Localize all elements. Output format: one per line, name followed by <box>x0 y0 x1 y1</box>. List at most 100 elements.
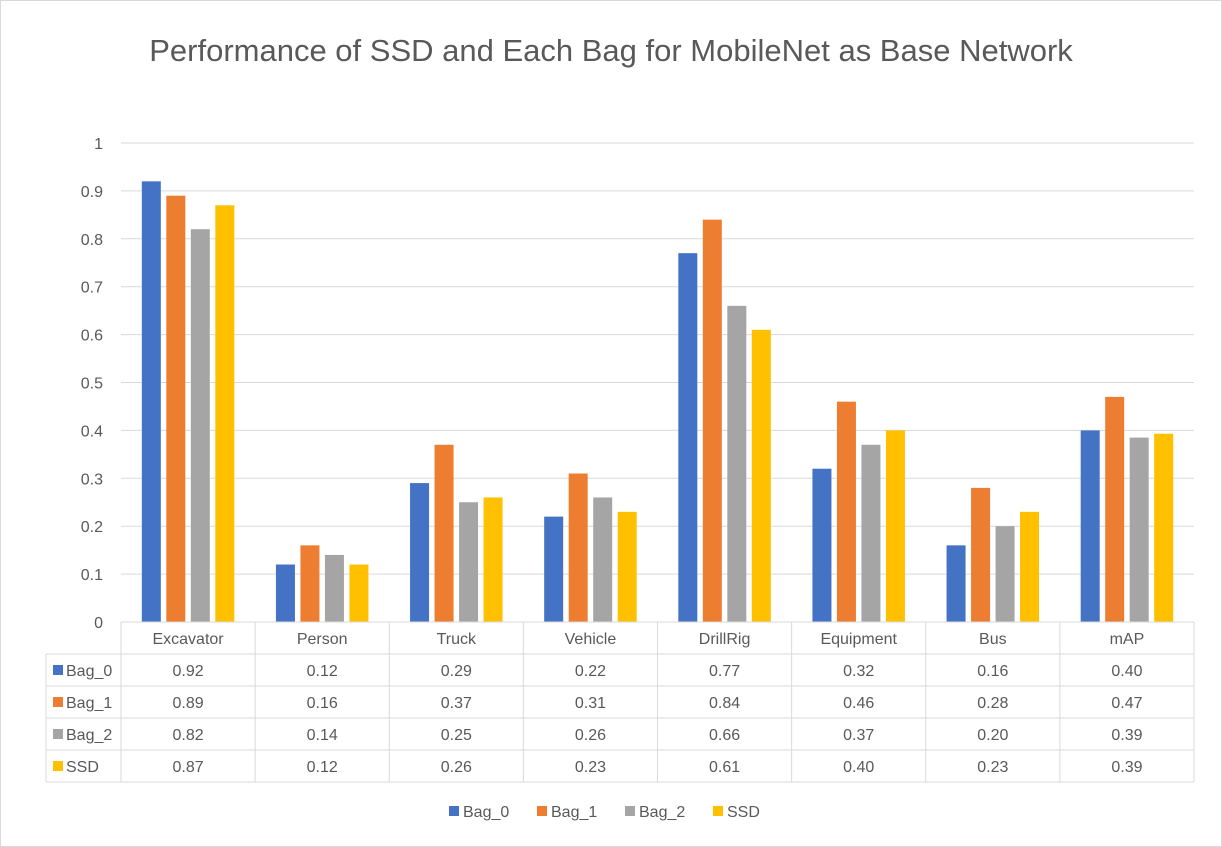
bar-bag-1 <box>166 195 186 622</box>
y-tick-label: 0.8 <box>81 232 103 249</box>
legend-label: SSD <box>727 804 760 821</box>
bar-bag-2 <box>995 526 1015 622</box>
bar-bag-0 <box>946 545 966 622</box>
bar-bag-0 <box>678 253 698 623</box>
table-cell: 0.20 <box>977 727 1008 744</box>
table-legend-key <box>53 729 63 739</box>
table-cell: 0.26 <box>441 759 472 776</box>
chart-title: Performance of SSD and Each Bag for Mobi… <box>0 28 1222 74</box>
y-tick-label: 1 <box>94 136 103 153</box>
category-label: DrillRig <box>699 631 751 648</box>
bar-bag-0 <box>544 516 564 622</box>
bar-bag-2 <box>593 497 613 622</box>
bar-ssd <box>885 430 905 622</box>
category-label: Truck <box>437 631 477 648</box>
table-cell: 0.12 <box>307 759 338 776</box>
gridlines <box>121 142 1194 575</box>
table-cell: 0.16 <box>307 695 338 712</box>
table-cell: 0.82 <box>172 727 203 744</box>
bar-bag-2 <box>459 502 479 622</box>
bar-ssd <box>1020 511 1040 622</box>
table-cell: 0.37 <box>843 727 874 744</box>
table-cell: 0.89 <box>172 695 203 712</box>
category-label: mAP <box>1110 631 1145 648</box>
legend-key <box>449 806 459 816</box>
table-cell: 0.39 <box>1111 727 1142 744</box>
bar-bag-0 <box>812 468 832 622</box>
bar-bag-1 <box>836 401 856 622</box>
table-cell: 0.12 <box>307 663 338 680</box>
table-cell: 0.14 <box>307 727 338 744</box>
table-legend-key <box>53 697 63 707</box>
table-cell: 0.61 <box>709 759 740 776</box>
category-label: Equipment <box>820 631 897 648</box>
table-series-label: Bag_2 <box>66 727 112 744</box>
table-cell: 0.23 <box>977 759 1008 776</box>
bar-ssd <box>751 329 771 622</box>
bar-bag-2 <box>861 444 881 622</box>
legend-key <box>537 806 547 816</box>
table-cell: 0.39 <box>1111 759 1142 776</box>
table-cell: 0.47 <box>1111 695 1142 712</box>
bar-bag-2 <box>727 305 747 622</box>
y-tick-label: 0.4 <box>81 423 103 440</box>
table-series-label: SSD <box>66 759 99 776</box>
bar-ssd <box>617 511 637 622</box>
bar-bag-0 <box>275 564 295 622</box>
y-tick-label: 0 <box>94 615 103 632</box>
legend-label: Bag_2 <box>639 804 685 821</box>
bar-bag-1 <box>702 219 722 622</box>
table-cell: 0.31 <box>575 695 606 712</box>
bar-bag-0 <box>141 181 161 622</box>
bar-ssd <box>483 497 503 622</box>
table-cell: 0.25 <box>441 727 472 744</box>
y-tick-label: 0.3 <box>81 471 103 488</box>
table-cell: 0.40 <box>1111 663 1142 680</box>
table-legend-key <box>53 761 63 771</box>
table-series-label: Bag_0 <box>66 663 112 680</box>
chart-title-text: Performance of SSD and Each Bag for Mobi… <box>149 33 1073 68</box>
table-cell: 0.29 <box>441 663 472 680</box>
bar-bag-1 <box>434 444 454 622</box>
y-tick-label: 0.7 <box>81 280 103 297</box>
table-cell: 0.66 <box>709 727 740 744</box>
table-legend-key <box>53 665 63 675</box>
legend-key <box>625 806 635 816</box>
bar-bag-2 <box>190 229 210 622</box>
table-cell: 0.23 <box>575 759 606 776</box>
table-cell: 0.92 <box>172 663 203 680</box>
bar-ssd <box>349 564 369 622</box>
legend-label: Bag_1 <box>551 804 597 821</box>
bar-bag-0 <box>1080 430 1100 622</box>
y-tick-label: 0.1 <box>81 567 103 584</box>
bar-bag-2 <box>324 554 344 622</box>
y-axis: 0 0.1 0.2 0.3 0.4 0.5 0.6 0.7 0.8 0.9 1 <box>81 136 103 632</box>
table-cell: 0.87 <box>172 759 203 776</box>
table-cell: 0.46 <box>843 695 874 712</box>
bar-bag-1 <box>300 545 320 622</box>
data-table: Excavator Person Truck Vehicle DrillRig Equip… <box>45 621 1195 783</box>
category-label: Bus <box>979 631 1007 648</box>
table-cell: 0.22 <box>575 663 606 680</box>
table-cell: 0.26 <box>575 727 606 744</box>
legend: Bag_0 Bag_1 Bag_2 SSD <box>449 804 760 821</box>
table-cell: 0.16 <box>977 663 1008 680</box>
table-cell: 0.28 <box>977 695 1008 712</box>
y-tick-label: 0.9 <box>81 184 103 201</box>
table-series-label: Bag_1 <box>66 695 112 712</box>
bar-bag-1 <box>1105 396 1125 622</box>
y-tick-label: 0.5 <box>81 376 103 393</box>
bars <box>141 181 1174 623</box>
table-cell: 0.40 <box>843 759 874 776</box>
table-cell: 0.84 <box>709 695 740 712</box>
table-cell: 0.37 <box>441 695 472 712</box>
bar-ssd <box>215 205 235 622</box>
category-label: Excavator <box>152 631 224 648</box>
table-cell: 0.32 <box>843 663 874 680</box>
bar-ssd <box>1154 433 1174 622</box>
bar-bag-2 <box>1129 437 1149 622</box>
table-cell: 0.77 <box>709 663 740 680</box>
bar-bag-1 <box>568 473 588 622</box>
y-tick-label: 0.6 <box>81 328 103 345</box>
